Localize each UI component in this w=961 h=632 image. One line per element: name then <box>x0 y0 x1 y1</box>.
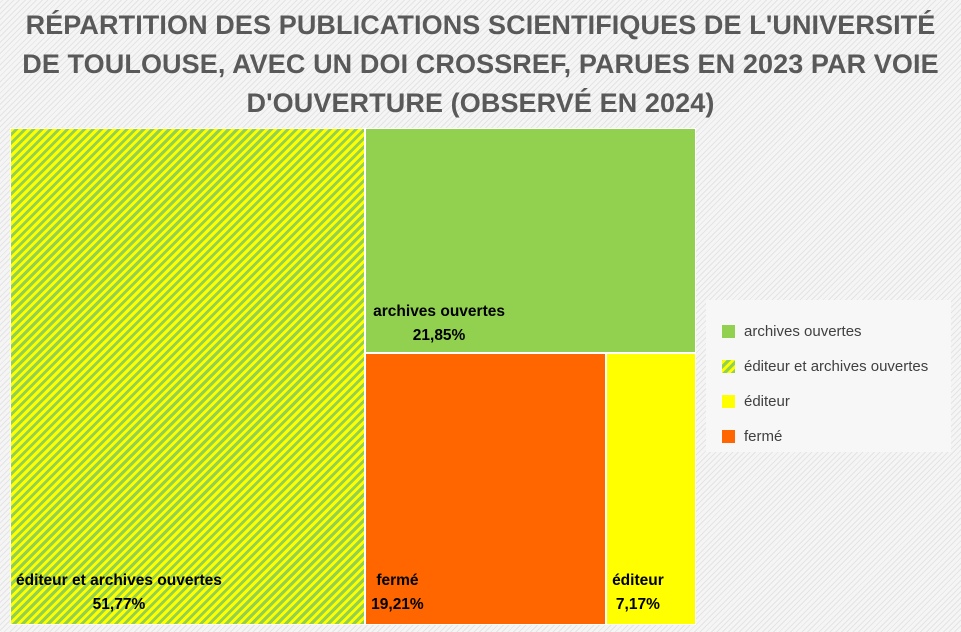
chart-title-line-3: D'OUVERTURE (OBSERVÉ EN 2024) <box>246 88 715 118</box>
treemap-tile-editeur-et-archives-ouvertes <box>10 128 366 625</box>
tile-label-ferme: fermé 19,21% <box>371 569 424 617</box>
treemap-tile-archives-ouvertes <box>365 128 696 354</box>
tile-value-label: 19,21% <box>371 596 424 613</box>
tile-category-label: éditeur et archives ouvertes <box>16 572 222 589</box>
legend-swatch <box>722 430 735 443</box>
legend-item-editeur-et-archives-ouvertes: éditeur et archives ouvertes <box>722 349 951 384</box>
treemap-tile-ferme <box>365 353 607 625</box>
treemap-tile-editeur <box>606 353 696 625</box>
chart-legend: archives ouvertes éditeur et archives ouv… <box>706 300 951 452</box>
legend-item-archives-ouvertes: archives ouvertes <box>722 314 951 349</box>
chart-title-line-1: RÉPARTITION DES PUBLICATIONS SCIENTIFIQU… <box>25 10 936 40</box>
legend-swatch <box>722 395 735 408</box>
legend-swatch <box>722 360 735 373</box>
chart-title-line-2: DE TOULOUSE, AVEC UN DOI CROSSREF, PARUE… <box>22 49 939 79</box>
tile-label-editeur: éditeur 7,17% <box>612 569 664 617</box>
legend-swatch <box>722 325 735 338</box>
legend-label: archives ouvertes <box>744 323 862 340</box>
tile-category-label: éditeur <box>612 572 664 589</box>
legend-label: éditeur <box>744 393 790 410</box>
legend-label: fermé <box>744 428 783 445</box>
tile-label-archives-ouvertes: archives ouvertes 21,85% <box>373 300 505 348</box>
tile-label-editeur-et-archives-ouvertes: éditeur et archives ouvertes 51,77% <box>16 569 222 617</box>
tile-category-label: fermé <box>376 572 419 589</box>
tile-value-label: 21,85% <box>412 327 466 345</box>
legend-item-ferme: fermé <box>722 419 951 454</box>
tile-category-label: archives ouvertes <box>373 303 505 321</box>
tile-value-label: 51,77% <box>92 596 146 613</box>
tile-value-label: 7,17% <box>615 596 660 613</box>
chart-title: RÉPARTITION DES PUBLICATIONS SCIENTIFIQU… <box>20 6 941 123</box>
legend-label: éditeur et archives ouvertes <box>744 358 929 375</box>
legend-item-editeur: éditeur <box>722 384 951 419</box>
